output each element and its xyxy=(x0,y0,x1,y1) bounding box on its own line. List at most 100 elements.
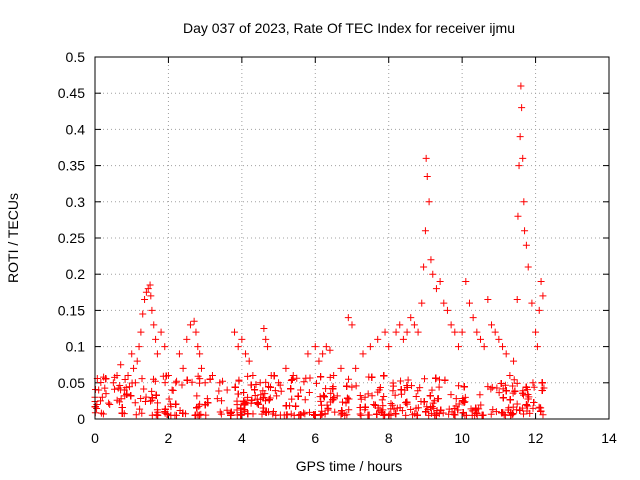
data-point xyxy=(376,384,384,392)
data-point xyxy=(484,296,492,304)
data-point xyxy=(425,198,433,206)
data-point xyxy=(498,409,506,417)
data-point xyxy=(113,372,121,380)
data-point xyxy=(256,379,264,387)
y-axis-ticks: 0 0.05 0.1 0.15 0.2 0.25 0.3 0.35 0.4 0.45 0.5 xyxy=(58,49,609,427)
data-point xyxy=(440,299,448,307)
data-point xyxy=(242,350,250,358)
x-tick-label: 8 xyxy=(385,430,393,446)
data-point xyxy=(509,410,517,418)
y-tick-label: 0.25 xyxy=(58,230,85,246)
data-point xyxy=(192,328,200,336)
data-point xyxy=(536,404,544,412)
data-point xyxy=(538,386,546,394)
y-tick-label: 0.5 xyxy=(66,49,86,65)
data-point xyxy=(148,387,156,395)
data-point xyxy=(116,381,124,389)
data-point xyxy=(300,378,308,386)
data-point xyxy=(495,335,503,343)
data-point xyxy=(315,357,323,365)
data-point xyxy=(311,343,319,351)
data-point xyxy=(469,314,477,322)
data-point xyxy=(247,399,255,407)
data-point xyxy=(537,407,545,415)
y-tick-label: 0 xyxy=(77,411,85,427)
data-point xyxy=(388,401,396,409)
data-point xyxy=(379,402,387,410)
data-point xyxy=(102,390,110,398)
data-point xyxy=(521,227,529,235)
data-point xyxy=(248,396,256,404)
data-point xyxy=(413,411,421,419)
data-point xyxy=(146,397,154,405)
data-point xyxy=(125,383,133,391)
data-point xyxy=(389,387,397,395)
data-point xyxy=(148,394,156,402)
data-point xyxy=(465,299,473,307)
data-point xyxy=(539,292,547,300)
data-point xyxy=(435,410,443,418)
data-point xyxy=(320,391,327,399)
data-point xyxy=(432,374,440,382)
data-point xyxy=(223,406,231,414)
data-point xyxy=(157,328,165,336)
data-point xyxy=(327,389,335,397)
data-point xyxy=(452,395,460,403)
x-axis-ticks: 0 2 4 6 8 10 12 14 xyxy=(91,57,617,446)
data-point xyxy=(422,408,430,416)
data-point xyxy=(295,411,303,419)
data-point xyxy=(97,378,105,386)
data-point xyxy=(188,378,196,386)
data-point xyxy=(447,391,455,399)
data-point xyxy=(487,410,495,418)
data-point xyxy=(381,411,389,419)
data-point xyxy=(183,376,191,384)
data-point xyxy=(259,394,267,402)
data-point xyxy=(326,373,334,381)
data-point xyxy=(499,385,507,393)
data-point xyxy=(249,372,257,380)
data-point xyxy=(273,392,281,400)
data-point xyxy=(193,392,201,400)
data-point xyxy=(251,386,259,394)
data-point xyxy=(146,281,154,289)
data-point xyxy=(524,402,532,410)
data-point xyxy=(244,393,252,401)
data-point xyxy=(120,386,128,394)
data-point xyxy=(131,399,139,407)
chart-title: Day 037 of 2023, Rate Of TEC Index for r… xyxy=(183,20,515,36)
data-point xyxy=(345,375,353,383)
data-point xyxy=(499,394,507,402)
data-point xyxy=(476,391,484,399)
data-point xyxy=(123,390,131,398)
data-point xyxy=(497,380,505,388)
data-point xyxy=(361,403,369,411)
data-point xyxy=(522,241,530,249)
data-point xyxy=(287,385,295,393)
data-point xyxy=(282,402,290,410)
data-point xyxy=(97,397,105,405)
data-point xyxy=(318,401,326,409)
data-point xyxy=(136,405,144,413)
data-point xyxy=(368,392,376,400)
data-point xyxy=(319,350,327,358)
y-tick-label: 0.45 xyxy=(58,85,85,101)
data-point xyxy=(516,133,524,141)
data-point xyxy=(320,393,328,401)
data-point xyxy=(161,343,169,351)
y-tick-label: 0.3 xyxy=(66,194,86,210)
data-point xyxy=(488,383,496,391)
data-point xyxy=(421,227,429,235)
data-point xyxy=(304,350,312,358)
data-point xyxy=(501,381,509,389)
data-point xyxy=(148,306,156,314)
data-point xyxy=(277,387,285,395)
data-point xyxy=(117,395,125,403)
data-point xyxy=(138,409,146,417)
data-point xyxy=(121,376,129,384)
data-point xyxy=(175,350,183,358)
data-point xyxy=(173,377,181,385)
data-points xyxy=(91,82,548,419)
data-point xyxy=(266,394,274,402)
data-point xyxy=(163,410,171,418)
